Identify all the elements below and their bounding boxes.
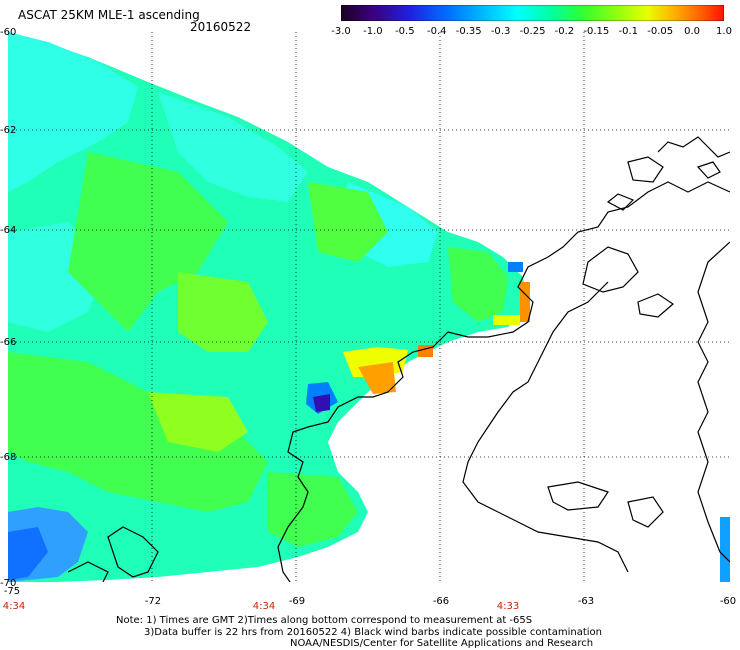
green-patch bbox=[178, 272, 268, 352]
colorbar-tick: 0.0 bbox=[684, 26, 701, 37]
product-title: ASCAT 25KM MLE-1 ascending bbox=[18, 8, 200, 22]
lat-label: -64 bbox=[0, 225, 17, 236]
colorbar-tick: -0.2 bbox=[554, 26, 575, 37]
colorbar-tick: -0.35 bbox=[455, 26, 482, 37]
lon-label: -72 bbox=[144, 596, 162, 607]
lon-label: -66 bbox=[432, 596, 450, 607]
colorbar-tick: -0.3 bbox=[490, 26, 511, 37]
green-patch bbox=[308, 182, 388, 262]
lat-label: -68 bbox=[0, 452, 17, 463]
green-patch bbox=[8, 352, 268, 512]
lon-label: -63 bbox=[577, 596, 595, 607]
time-label: 4:34 bbox=[2, 601, 26, 612]
time-label: 4:33 bbox=[496, 601, 520, 612]
orange-patch bbox=[520, 282, 530, 322]
footer-note-2: 3)Data buffer is 22 hrs from 20160522 4)… bbox=[144, 627, 602, 638]
colorbar-tick: -0.15 bbox=[583, 26, 610, 37]
green-patch bbox=[68, 152, 228, 332]
yellow-patch bbox=[493, 315, 520, 325]
lon-label: -69 bbox=[288, 596, 306, 607]
grid-lines bbox=[8, 32, 730, 582]
lat-label: -62 bbox=[0, 125, 17, 136]
footer-note-1: Note: 1) Times are GMT 2)Times along bot… bbox=[116, 615, 533, 626]
colorbar-tick: -0.5 bbox=[395, 26, 415, 37]
colorbar-tick: -0.05 bbox=[647, 26, 674, 37]
orange-patch bbox=[418, 345, 433, 357]
colorbar-tick: -1.0 bbox=[363, 26, 383, 37]
orange-patch bbox=[358, 362, 396, 394]
colorbar-tick: -0.25 bbox=[519, 26, 546, 37]
blue-patch bbox=[8, 527, 48, 580]
coastline bbox=[67, 136, 730, 582]
colorbar-tick: -3.0 bbox=[331, 26, 351, 37]
cyan-patch bbox=[158, 92, 308, 202]
blue-patch bbox=[508, 262, 523, 272]
cyan-patch bbox=[8, 32, 138, 192]
colorbar-tick: -0.4 bbox=[426, 26, 447, 37]
green-patch bbox=[148, 392, 248, 452]
purple-patch bbox=[313, 394, 330, 412]
green-patch bbox=[448, 247, 508, 322]
colorbar bbox=[341, 5, 724, 21]
footer-note-3: NOAA/NESDIS/Center for Satellite Applica… bbox=[290, 638, 594, 649]
lat-label: -60 bbox=[0, 27, 17, 38]
lon-label: -75 bbox=[3, 586, 21, 597]
wind-map[interactable] bbox=[8, 32, 730, 582]
colorbar-tick: -0.1 bbox=[618, 26, 639, 37]
product-date: 20160522 bbox=[190, 20, 252, 34]
lon-label: -60 bbox=[719, 596, 737, 607]
blue-patch bbox=[720, 517, 730, 582]
time-label: 4:34 bbox=[252, 601, 276, 612]
lat-label: -70 bbox=[0, 578, 17, 589]
colorbar-tick: 1.0 bbox=[716, 26, 732, 37]
green-patch bbox=[268, 472, 358, 547]
lat-label: -66 bbox=[0, 337, 17, 348]
